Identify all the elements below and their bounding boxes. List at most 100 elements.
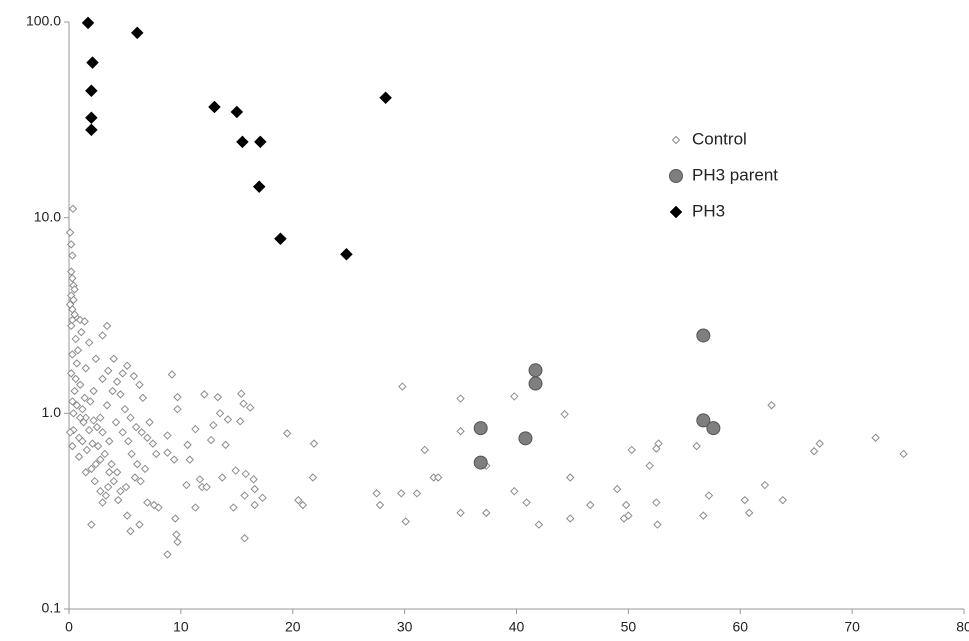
point [81, 468, 90, 477]
point [654, 439, 663, 448]
point [372, 489, 381, 498]
point [108, 386, 117, 396]
legend-label: PH3 parent [692, 165, 778, 184]
point [67, 321, 76, 331]
point [145, 418, 154, 427]
point [114, 495, 123, 505]
point [183, 440, 192, 450]
point [767, 401, 776, 410]
point [81, 16, 95, 30]
point [510, 486, 519, 496]
point [704, 491, 714, 500]
point [68, 441, 77, 451]
point [522, 498, 531, 507]
legend-label: Control [692, 129, 747, 148]
point [67, 240, 76, 249]
x-tick-label: 70 [844, 619, 860, 635]
point [118, 369, 127, 378]
point [473, 455, 488, 470]
point [69, 409, 78, 418]
point [72, 359, 82, 368]
point [740, 495, 749, 505]
point [80, 393, 89, 403]
point [223, 415, 233, 424]
point [122, 511, 132, 520]
point [70, 285, 79, 294]
point [250, 500, 259, 510]
point [75, 413, 85, 422]
point [282, 429, 292, 438]
point [105, 437, 114, 446]
legend-label: PH3 [692, 201, 725, 220]
point [71, 374, 80, 384]
point [143, 433, 152, 442]
point [208, 100, 221, 114]
point [185, 455, 195, 464]
point [116, 390, 125, 399]
point [249, 475, 258, 484]
point [98, 498, 107, 507]
point [75, 315, 85, 325]
point [109, 354, 118, 363]
point [627, 445, 636, 455]
point [122, 361, 132, 370]
point [130, 26, 144, 40]
point [215, 409, 225, 418]
point [173, 404, 182, 414]
point [696, 413, 711, 428]
x-tick-label: 80 [956, 619, 969, 635]
point [473, 421, 488, 436]
point [96, 486, 105, 496]
point [77, 327, 86, 337]
point [140, 464, 150, 474]
point [231, 466, 240, 475]
point [528, 376, 543, 391]
point [135, 380, 144, 389]
point [65, 428, 75, 437]
point [696, 328, 711, 343]
point [692, 441, 701, 451]
y-tick-label: 1.0 [42, 404, 62, 420]
point [100, 449, 110, 459]
point [67, 369, 76, 378]
point [294, 495, 303, 505]
point [126, 413, 135, 422]
point [116, 486, 125, 496]
point [85, 111, 98, 125]
point [80, 317, 89, 326]
point [235, 417, 245, 426]
point [73, 346, 83, 355]
point [137, 428, 146, 437]
point [202, 482, 211, 492]
point [102, 401, 112, 410]
y-tick-label: 10.0 [34, 208, 61, 224]
point [91, 354, 101, 363]
point [103, 366, 113, 375]
point [565, 514, 575, 523]
point [135, 520, 144, 529]
x-tick-label: 50 [621, 619, 637, 635]
point [87, 520, 96, 529]
point [136, 476, 145, 486]
point [78, 404, 87, 414]
point [191, 503, 200, 512]
point [760, 480, 770, 490]
point [82, 445, 92, 455]
point [143, 498, 152, 507]
point [236, 135, 249, 149]
point [218, 473, 227, 482]
point [89, 416, 98, 425]
point [65, 300, 75, 309]
point [308, 473, 318, 482]
point [309, 439, 319, 448]
point [612, 484, 622, 494]
point [171, 514, 180, 523]
point [401, 517, 410, 526]
point [565, 473, 575, 482]
point [560, 409, 569, 419]
point [68, 350, 77, 359]
point [510, 392, 519, 401]
point [482, 508, 491, 518]
point [163, 550, 172, 559]
